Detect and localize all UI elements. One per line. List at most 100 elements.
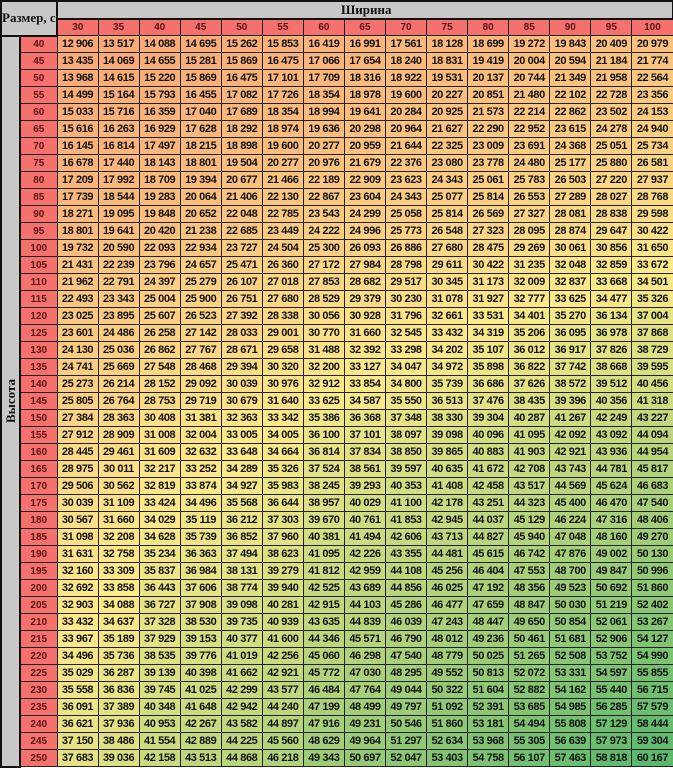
price-cell: 21 958	[590, 69, 633, 87]
price-cell: 25 805	[56, 392, 99, 410]
price-cell: 46 790	[384, 630, 428, 648]
price-cell: 30 039	[56, 494, 99, 512]
price-cell: 42 092	[549, 426, 592, 444]
height-row-header: 80	[19, 171, 58, 189]
price-cell: 32 632	[179, 443, 222, 461]
price-cell: 29 611	[426, 256, 469, 274]
price-cell: 24 397	[138, 273, 181, 291]
price-cell: 46 404	[467, 562, 510, 580]
price-cell: 41 025	[179, 681, 222, 699]
price-cell: 29 379	[343, 290, 387, 308]
price-cell: 41 853	[384, 511, 428, 529]
price-cell: 41 095	[508, 426, 551, 444]
price-cell: 55 855	[631, 664, 673, 682]
price-cell: 32 819	[138, 477, 181, 495]
price-cell: 41 903	[508, 443, 551, 461]
price-cell: 39 745	[138, 681, 181, 699]
price-cell: 34 587	[343, 392, 387, 410]
price-cell: 42 249	[590, 409, 633, 427]
price-cell: 39 940	[261, 579, 304, 597]
price-cell: 35 739	[179, 528, 222, 546]
price-cell: 21 466	[261, 171, 304, 189]
price-cell: 46 025	[426, 579, 469, 597]
price-cell: 34 501	[631, 273, 673, 291]
price-cell: 47 030	[343, 664, 387, 682]
price-cell: 29 506	[56, 477, 99, 495]
price-cell: 23 727	[220, 239, 263, 257]
price-cell: 27 680	[261, 290, 304, 308]
price-cell: 35 119	[179, 511, 222, 529]
price-cell: 42 921	[261, 664, 304, 682]
price-cell: 30 770	[302, 324, 345, 342]
price-cell: 32 777	[508, 290, 551, 308]
price-cell: 18 143	[138, 154, 181, 172]
price-cell: 27 853	[302, 273, 345, 291]
table-row: 210 33 432 34 637 37 328 38 530 39 735 40 939 4…	[1, 613, 673, 631]
price-cell: 22 376	[384, 154, 428, 172]
price-cell: 16 929	[138, 120, 181, 138]
price-cell: 44 569	[549, 477, 592, 495]
price-cell: 35 206	[508, 324, 551, 342]
price-cell: 49 847	[590, 562, 633, 580]
height-row-header: 215	[19, 630, 58, 648]
price-cell: 16 455	[179, 86, 222, 104]
price-cell: 25 061	[467, 171, 510, 189]
price-cell: 21 644	[384, 137, 428, 155]
price-cell: 23 601	[56, 324, 99, 342]
price-cell: 48 499	[343, 698, 387, 716]
price-cell: 16 814	[97, 137, 140, 155]
price-cell: 38 530	[179, 613, 222, 631]
price-cell: 53 403	[426, 749, 469, 767]
price-cell: 50 461	[508, 630, 551, 648]
price-cell: 38 623	[261, 545, 304, 563]
price-cell: 19 641	[97, 222, 140, 240]
price-cell: 51 092	[426, 698, 469, 716]
height-row-header: 220	[19, 647, 58, 665]
price-cell: 12 906	[56, 35, 99, 53]
price-cell: 40 348	[138, 698, 181, 716]
price-cell: 24 153	[631, 103, 673, 121]
price-cell: 37 524	[302, 460, 345, 478]
price-cell: 32 009	[508, 273, 551, 291]
price-cell: 43 713	[426, 528, 469, 546]
price-cell: 40 456	[631, 375, 673, 393]
price-cell: 16 145	[56, 137, 99, 155]
price-cell: 17 654	[343, 52, 387, 70]
price-cell: 17 739	[56, 188, 99, 206]
price-cell: 55 808	[549, 715, 592, 733]
price-cell: 39 865	[426, 443, 469, 461]
price-cell: 32 217	[138, 460, 181, 478]
price-cell: 37 626	[508, 375, 551, 393]
table-row: 50 13 968 14 615 15 220 15 869 16 475 17 101 17…	[1, 69, 673, 87]
price-cell: 18 801	[56, 222, 99, 240]
price-cell: 42 178	[426, 494, 469, 512]
price-cell: 22 290	[467, 120, 510, 138]
price-cell: 32 004	[179, 426, 222, 444]
price-cell: 18 544	[97, 188, 140, 206]
price-cell: 23 615	[549, 120, 592, 138]
height-label: Высота	[2, 379, 18, 423]
price-cell: 43 635	[302, 613, 345, 631]
price-cell: 18 801	[179, 154, 222, 172]
price-cell: 52 061	[590, 613, 633, 631]
price-cell: 42 256	[261, 647, 304, 665]
price-cell: 39 595	[631, 358, 673, 376]
price-cell: 36 513	[426, 392, 469, 410]
price-cell: 17 561	[384, 35, 428, 53]
table-row: 110 21 962 22 791 24 397 25 279 26 107 27 018 2…	[1, 273, 673, 291]
price-cell: 32 048	[549, 256, 592, 274]
price-cell: 25 814	[426, 205, 469, 223]
height-row-header: 145	[19, 392, 58, 410]
price-cell: 35 270	[549, 307, 592, 325]
price-cell: 32 758	[97, 545, 140, 563]
price-cell: 27 767	[179, 341, 222, 359]
price-cell: 39 098	[426, 426, 469, 444]
price-cell: 50 322	[426, 681, 469, 699]
price-cell: 27 289	[549, 188, 592, 206]
price-cell: 51 219	[590, 596, 633, 614]
price-cell: 47 540	[384, 647, 428, 665]
price-cell: 19 272	[508, 35, 551, 53]
table-row: 140 25 273 26 214 28 152 29 092 30 039 30 976 3…	[1, 375, 673, 393]
price-cell: 43 355	[384, 545, 428, 563]
price-cell: 27 912	[56, 426, 99, 444]
